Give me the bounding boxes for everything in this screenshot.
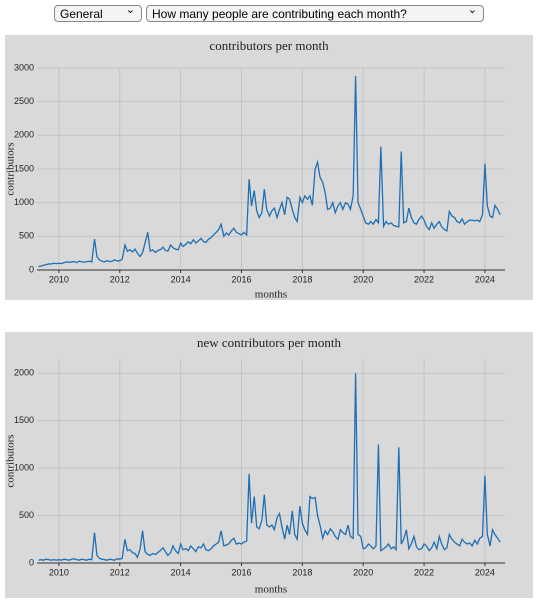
y-axis-label: contributors <box>5 142 17 195</box>
chart-panel: new contributors per month months contribu… <box>5 332 533 598</box>
y-tick-label: 1000 <box>14 197 34 207</box>
chart-title: new contributors per month <box>197 335 342 350</box>
y-tick-label: 0 <box>29 557 34 567</box>
series-line <box>38 373 501 561</box>
x-tick-label: 2018 <box>292 274 312 284</box>
x-tick-label: 2016 <box>231 567 251 577</box>
y-tick-label: 2000 <box>14 368 34 378</box>
y-tick-label: 500 <box>19 231 34 241</box>
series-line <box>38 76 501 268</box>
y-tick-label: 1500 <box>14 163 34 173</box>
x-axis-label: months <box>255 289 287 300</box>
y-tick-label: 1500 <box>14 415 34 425</box>
x-tick-label: 2014 <box>171 567 191 577</box>
y-tick-label: 3000 <box>14 62 34 72</box>
y-tick-label: 0 <box>29 264 34 274</box>
y-tick-label: 500 <box>19 510 34 520</box>
y-axis-label: contributors <box>5 434 17 487</box>
category-value: General <box>60 7 103 21</box>
y-tick-label: 1000 <box>14 462 34 472</box>
x-tick-label: 2020 <box>353 274 373 284</box>
x-tick-label: 2020 <box>353 567 373 577</box>
x-tick-label: 2018 <box>292 567 312 577</box>
y-tick-label: 2000 <box>14 130 34 140</box>
x-tick-label: 2024 <box>475 274 495 284</box>
chart-panel: contributors per month months contributors… <box>5 35 533 300</box>
x-tick-label: 2024 <box>475 567 495 577</box>
y-tick-label: 2500 <box>14 96 34 106</box>
x-tick-label: 2012 <box>110 274 130 284</box>
x-tick-label: 2010 <box>49 567 69 577</box>
x-tick-label: 2022 <box>414 567 434 577</box>
chart-title: contributors per month <box>209 38 329 53</box>
question-value: How many people are contributing each mo… <box>152 7 407 21</box>
x-tick-label: 2010 <box>49 274 69 284</box>
x-tick-label: 2022 <box>414 274 434 284</box>
x-tick-label: 2016 <box>231 274 251 284</box>
x-axis-label: months <box>255 584 287 596</box>
category-select[interactable]: General <box>54 2 142 22</box>
question-select[interactable]: How many people are contributing each mo… <box>146 2 484 22</box>
x-tick-label: 2012 <box>110 567 130 577</box>
x-tick-label: 2014 <box>171 274 191 284</box>
